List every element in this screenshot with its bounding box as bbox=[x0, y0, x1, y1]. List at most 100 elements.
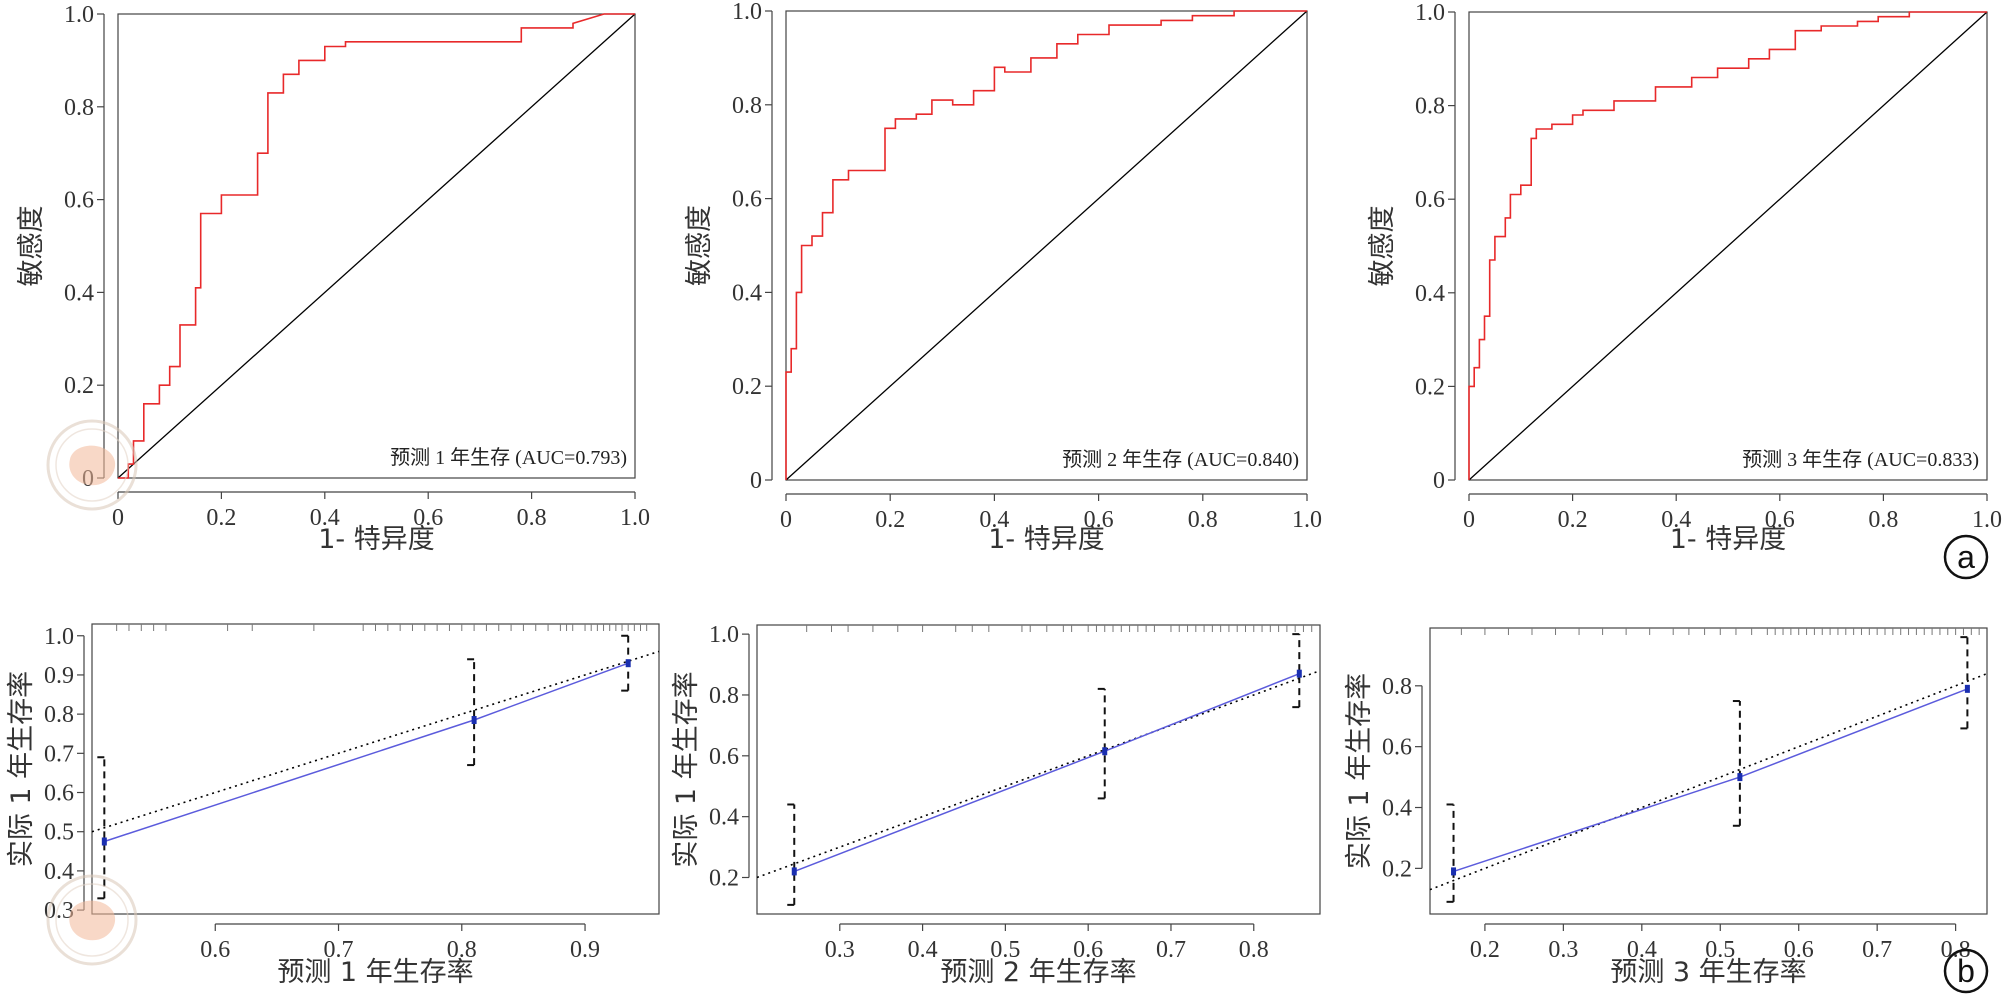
x-tick-label: 0.7 bbox=[1862, 937, 1892, 963]
y-tick-label: 0.4 bbox=[1415, 281, 1445, 307]
x-axis-title: 1- 特异度 bbox=[988, 524, 1105, 555]
roc-3yr-chart: 0 0.2 0.4 0.6 0.8 1.0 0 0.2 0.4 0.6 0.8 1.0 1- 特异度 敏感… bbox=[1367, 0, 2002, 555]
y-tick-label: 0.6 bbox=[732, 187, 762, 213]
x-tick-label: 0.6 bbox=[1765, 507, 1795, 533]
y-tick-label: 0.8 bbox=[709, 683, 739, 709]
y-tick-label: 0.6 bbox=[1415, 187, 1445, 213]
calibration-point bbox=[791, 867, 797, 876]
y-tick-label: 0.4 bbox=[64, 280, 94, 306]
watermark-seal-bottom bbox=[46, 874, 138, 966]
y-tick-label: 1.0 bbox=[64, 2, 94, 28]
x-tick-label: 0.9 bbox=[570, 937, 600, 963]
x-tick-label: 0.8 bbox=[517, 505, 547, 531]
y-tick-label: 1.0 bbox=[44, 624, 74, 650]
y-axis-title: 实际 1 年生存率 bbox=[6, 671, 37, 867]
y-tick-label: 0.5 bbox=[44, 820, 74, 846]
roc-curve bbox=[118, 13, 635, 479]
reference-line bbox=[1429, 672, 1988, 891]
y-tick-label: 0.2 bbox=[1415, 374, 1445, 400]
x-axis-title: 1- 特异度 bbox=[1670, 524, 1787, 555]
watermark-seal-top bbox=[46, 419, 138, 511]
calibration-point bbox=[1737, 773, 1743, 782]
reference-line bbox=[91, 650, 660, 833]
plot-frame bbox=[117, 13, 636, 479]
y-tick-label: 0.2 bbox=[1382, 856, 1412, 882]
x-tick-label: 0.7 bbox=[324, 937, 354, 963]
y-tick-label: 1.0 bbox=[1415, 0, 1445, 26]
x-tick-label: 1.0 bbox=[1292, 507, 1322, 533]
panel-label-a: a bbox=[1943, 534, 1989, 580]
y-tick-label: 0.2 bbox=[64, 373, 94, 399]
x-tick-label: 0.2 bbox=[206, 505, 236, 531]
plot-frame bbox=[1429, 627, 1988, 915]
x-tick-label: 0 bbox=[112, 505, 124, 531]
x-tick-label: 0.8 bbox=[1868, 507, 1898, 533]
panel-label-b: b bbox=[1943, 948, 1989, 994]
x-axis-title: 预测 3 年生存率 bbox=[1610, 957, 1806, 988]
y-tick-label: 0.6 bbox=[709, 744, 739, 770]
x-tick-label: 0.4 bbox=[1627, 937, 1657, 963]
calibration-3yr-chart: 0.2 0.3 0.4 0.5 0.6 0.7 0.80.20.40.60.8预测 3 年生… bbox=[1344, 627, 1988, 988]
y-axis-title: 敏感度 bbox=[16, 206, 47, 287]
x-tick-label: 0.4 bbox=[1661, 507, 1691, 533]
x-tick-label: 0.6 bbox=[1073, 937, 1103, 963]
y-tick-label: 0 bbox=[750, 468, 762, 494]
y-tick-label: 0.8 bbox=[1415, 94, 1445, 120]
x-axis-title: 预测 2 年生存率 bbox=[940, 957, 1136, 988]
calibration-point bbox=[1296, 669, 1302, 678]
x-tick-label: 0.6 bbox=[413, 505, 443, 531]
x-tick-label: 0.2 bbox=[875, 507, 905, 533]
x-tick-label: 0.8 bbox=[447, 937, 477, 963]
roc-curve bbox=[1468, 11, 1987, 480]
x-tick-label: 0.8 bbox=[1188, 507, 1218, 533]
y-tick-label: 0.8 bbox=[44, 702, 74, 728]
y-tick-label: 0.8 bbox=[64, 95, 94, 121]
y-tick-label: 0.4 bbox=[732, 280, 762, 306]
x-tick-label: 0.7 bbox=[1156, 937, 1186, 963]
calibration-2yr-chart: 0.3 0.4 0.5 0.6 0.7 0.8 0.2 0.4 0.6 0.8 1.0 预测 2 年生… bbox=[671, 622, 1321, 988]
y-tick-label: 0.4 bbox=[1382, 796, 1412, 822]
x-axis-title: 1- 特异度 bbox=[318, 524, 435, 555]
calibration-point bbox=[1964, 684, 1970, 693]
auc-annotation: 预测 2 年生存 (AUC=0.840) bbox=[1062, 448, 1299, 471]
y-tick-label: 0.6 bbox=[1382, 735, 1412, 761]
auc-annotation: 预测 1 年生存 (AUC=0.793) bbox=[390, 446, 627, 469]
reference-line bbox=[756, 669, 1321, 879]
x-tick-label: 0.6 bbox=[1784, 937, 1814, 963]
y-tick-label: 0.6 bbox=[64, 188, 94, 214]
reference-line bbox=[117, 13, 636, 479]
plot-frame bbox=[91, 623, 660, 915]
calibration-1yr-chart: 0.6 0.7 0.8 0.90.30.40.50.60.70.80.91.0预测 1… bbox=[6, 623, 660, 988]
y-tick-label: 0 bbox=[1433, 468, 1445, 494]
svg-text:a: a bbox=[1957, 539, 1975, 575]
calibration-point bbox=[1102, 747, 1108, 756]
y-tick-label: 0.4 bbox=[709, 805, 739, 831]
x-tick-label: 0.2 bbox=[1470, 937, 1500, 963]
y-tick-label: 0.4 bbox=[44, 859, 74, 885]
y-tick-label: 1.0 bbox=[709, 622, 739, 648]
x-tick-label: 0.6 bbox=[1084, 507, 1114, 533]
x-tick-label: 1.0 bbox=[620, 505, 650, 531]
calibration-point bbox=[625, 659, 631, 668]
y-tick-label: 0.8 bbox=[1382, 674, 1412, 700]
x-tick-label: 0 bbox=[780, 507, 792, 533]
x-tick-label: 0.4 bbox=[908, 937, 938, 963]
svg-text:b: b bbox=[1957, 953, 1975, 989]
y-tick-label: 0.9 bbox=[44, 663, 74, 689]
calibration-point bbox=[101, 837, 107, 846]
x-tick-label: 0.5 bbox=[990, 937, 1020, 963]
y-tick-label: 0.2 bbox=[732, 374, 762, 400]
x-tick-label: 0.4 bbox=[310, 505, 340, 531]
y-tick-label: 0.2 bbox=[709, 865, 739, 891]
calibration-point bbox=[1451, 867, 1457, 876]
x-tick-label: 0.4 bbox=[979, 507, 1009, 533]
y-tick-label: 0.8 bbox=[732, 93, 762, 119]
y-tick-label: 0.6 bbox=[44, 781, 74, 807]
roc-1yr-chart: 00.20.40.60.81.000.20.40.60.81.01- 特异度敏感… bbox=[16, 2, 650, 555]
auc-annotation: 预测 3 年生存 (AUC=0.833) bbox=[1742, 448, 1979, 471]
y-tick-label: 1.0 bbox=[732, 0, 762, 25]
plot-frame bbox=[785, 10, 1308, 481]
calibration-line bbox=[104, 662, 629, 843]
calibration-line bbox=[794, 673, 1300, 873]
y-tick-label: 0.7 bbox=[44, 741, 74, 767]
